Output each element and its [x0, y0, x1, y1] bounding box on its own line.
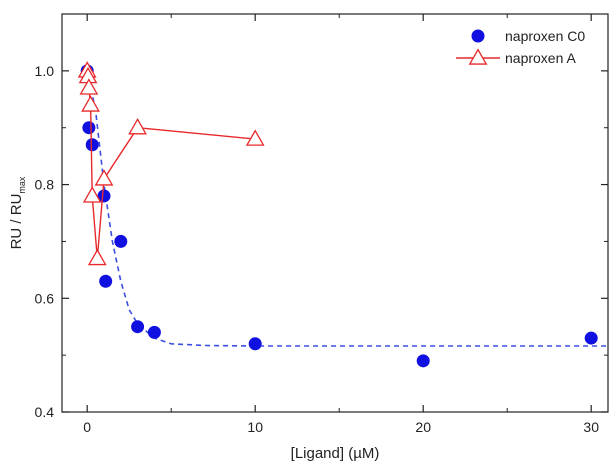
data-point-triangle [94, 169, 114, 186]
data-point-circle [99, 274, 113, 288]
data-point-circle [248, 337, 262, 351]
legend: naproxen C0 naproxen A [456, 28, 585, 66]
data-point-circle [416, 354, 430, 368]
x-tick-label: 30 [583, 419, 599, 435]
series-layer [77, 61, 598, 368]
y-axis-title-main: RU / RU [8, 194, 25, 250]
x-tick-label: 10 [247, 419, 263, 435]
legend-label: naproxen C0 [505, 28, 585, 44]
plot-frame [61, 13, 609, 413]
x-tick-label: 0 [83, 419, 91, 435]
x-axis-title: [Ligand] (µM) [291, 445, 380, 462]
legend-label: naproxen A [505, 50, 576, 66]
x-tick-label: 20 [415, 419, 431, 435]
data-point-triangle [81, 95, 100, 112]
fit-curve [86, 70, 608, 347]
data-point-circle [85, 138, 99, 152]
y-tick-label: 0.8 [35, 177, 55, 193]
data-point-circle [147, 325, 161, 339]
y-tick-label: 1.0 [35, 63, 55, 79]
axis-ticks: 0 10 20 30 0.4 0.6 0.8 1.0 [35, 13, 608, 435]
data-point-triangle [79, 78, 99, 95]
data-point-triangle [128, 118, 147, 135]
data-point-circle [114, 234, 128, 248]
legend-marker-triangle [468, 48, 488, 65]
data-point-circle [584, 331, 598, 345]
y-axis-title-subscript: max [17, 176, 27, 194]
data-point-circle [82, 121, 96, 135]
fit-curve-layer [86, 70, 608, 347]
data-point-circle [131, 320, 145, 334]
data-point-triangle [245, 129, 265, 146]
legend-marker-circle [471, 29, 485, 43]
series-line [86, 70, 256, 259]
data-point-triangle [82, 186, 102, 203]
y-axis-title: RU / RUmax [8, 176, 27, 249]
data-point-triangle [87, 248, 107, 266]
y-tick-label: 0.4 [35, 404, 55, 420]
y-tick-label: 0.6 [35, 290, 55, 306]
data-point-circle [97, 189, 111, 203]
